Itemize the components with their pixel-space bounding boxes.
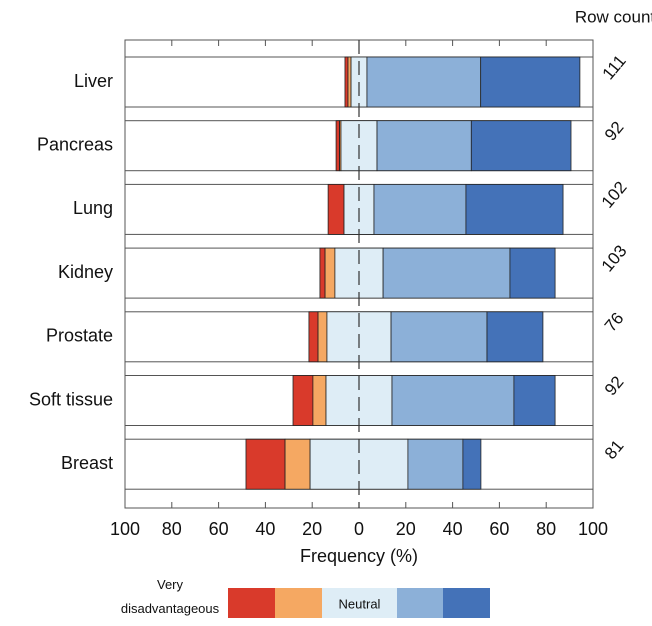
x-tick-label: 20 [396, 519, 416, 539]
row-count: 111 [599, 51, 630, 83]
x-tick-label: 40 [255, 519, 275, 539]
row-count: 103 [598, 241, 631, 275]
bar-segment [335, 120, 340, 172]
legend-swatch [397, 588, 443, 618]
bar-segment [391, 375, 515, 426]
category-label: Liver [74, 71, 113, 91]
bar-segment [245, 438, 286, 490]
category-label: Breast [61, 453, 113, 473]
x-tick-label: 0 [354, 519, 364, 539]
x-axis-label: Frequency (%) [300, 546, 418, 566]
bar-segment [513, 375, 556, 426]
category-label: Kidney [58, 262, 113, 282]
x-tick-label: 40 [443, 519, 463, 539]
bar-segment [462, 438, 482, 490]
bar-segment [366, 56, 482, 108]
bar-segment [292, 375, 314, 426]
bar-segment [344, 56, 349, 108]
bar-segment [324, 247, 336, 299]
row-count: 102 [598, 178, 631, 212]
legend-swatch [322, 588, 397, 618]
x-tick-label: 100 [578, 519, 608, 539]
legend-label: Very disadvantageous [121, 577, 220, 616]
x-tick-label: 60 [489, 519, 509, 539]
bar-segment [308, 311, 319, 363]
bar-segment [319, 247, 326, 299]
x-tick-label: 80 [162, 519, 182, 539]
bar-segment [390, 311, 488, 363]
legend-swatch [228, 588, 275, 618]
x-tick-label: 60 [209, 519, 229, 539]
bar-segment [347, 56, 352, 108]
bar-segment [509, 247, 556, 299]
bar-segment [376, 120, 472, 172]
bar-segment [486, 311, 544, 363]
bar-segment [382, 247, 511, 299]
x-tick-label: 20 [302, 519, 322, 539]
row-count: 76 [601, 309, 628, 336]
category-label: Prostate [46, 326, 113, 346]
x-tick-label: 80 [536, 519, 556, 539]
bar-segment [480, 56, 581, 108]
category-label: Lung [73, 198, 113, 218]
bar-segment [373, 183, 467, 235]
row-count: 81 [601, 436, 628, 463]
bar-segment [327, 183, 345, 235]
bar-segment [407, 438, 464, 490]
bar-segment [465, 183, 564, 235]
x-tick-label: 100 [110, 519, 140, 539]
category-label: Soft tissue [29, 389, 113, 409]
legend-swatch [443, 588, 490, 618]
bar-segment [312, 375, 327, 426]
legend-swatch [275, 588, 322, 618]
bar-segment [470, 120, 572, 172]
bar-segment [317, 311, 328, 363]
row-count: 92 [601, 118, 628, 145]
row-count-heading: Row count [575, 7, 652, 26]
legend-label: Neutral [339, 596, 381, 611]
row-count: 92 [601, 372, 628, 399]
category-label: Pancreas [37, 134, 113, 154]
bar-segment [284, 438, 311, 490]
